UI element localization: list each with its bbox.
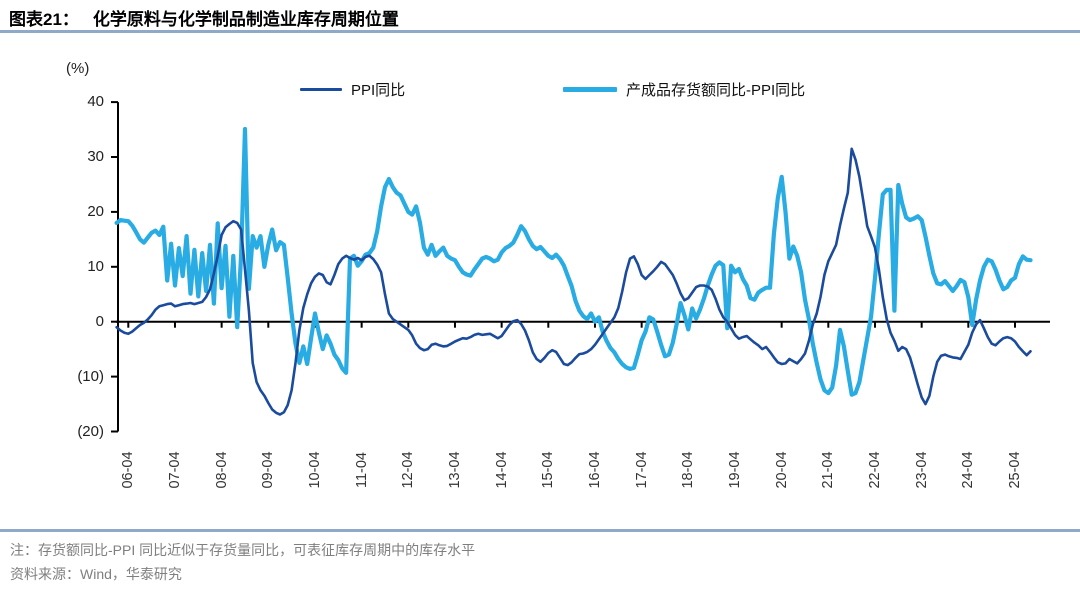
chart-legend: PPI同比 产成品存货额同比-PPI同比 <box>0 79 1080 99</box>
legend-item-inventory: 产成品存货额同比-PPI同比 <box>563 79 805 99</box>
x-tick-label: 08-04 <box>213 451 230 489</box>
y-tick-label: 40 <box>87 93 104 111</box>
y-tick-label: (20) <box>77 422 104 440</box>
x-tick-label: 22-04 <box>866 451 883 489</box>
ppi-line <box>115 147 1032 416</box>
y-tick-label: 30 <box>87 148 104 165</box>
x-tick-label: 24-04 <box>960 451 977 489</box>
legend-label-inventory: 产成品存货额同比-PPI同比 <box>626 81 806 99</box>
y-tick-label: 10 <box>87 257 104 275</box>
legend-label-ppi: PPI同比 <box>351 81 406 99</box>
x-tick-label: 12-04 <box>400 451 417 489</box>
x-tick-label: 16-04 <box>586 451 603 489</box>
x-tick-label: 09-04 <box>260 451 277 489</box>
x-tick-label: 18-04 <box>680 451 697 489</box>
x-tick-label: 14-04 <box>493 451 510 489</box>
x-tick-label: 07-04 <box>166 451 183 489</box>
chart-note: 注：存货额同比-PPI 同比近似于存货量同比，可表征库存周期中的库存水平 <box>10 542 476 558</box>
x-tick-label: 21-04 <box>820 451 837 489</box>
figure-number-label: 图表21： <box>9 10 79 29</box>
y-tick-label: 0 <box>95 312 104 330</box>
x-tick-label: 19-04 <box>726 451 743 489</box>
x-tick-label: 15-04 <box>540 451 557 489</box>
y-axis-unit-label: (%) <box>66 60 90 77</box>
y-tick-label: 20 <box>87 202 104 220</box>
source-note: 资料来源：Wind，华泰研究 <box>10 566 182 582</box>
x-tick-label: 10-04 <box>306 451 323 489</box>
page-title: 化学原料与化学制品制造业库存周期位置 <box>92 10 399 29</box>
y-tick-label: (10) <box>77 367 104 385</box>
ppi-line-swatch <box>300 87 342 91</box>
x-tick-label: 06-04 <box>120 451 137 489</box>
x-tick-label: 23-04 <box>913 451 930 489</box>
x-tick-label: 13-04 <box>446 451 463 489</box>
x-tick-label: 11-04 <box>353 452 370 489</box>
inventory-minus-ppi-line <box>114 126 1033 397</box>
title-divider <box>0 30 1080 33</box>
x-tick-label: 17-04 <box>633 451 650 489</box>
x-tick-label: 20-04 <box>773 451 790 489</box>
legend-item-ppi: PPI同比 <box>300 79 405 99</box>
inventory-line-swatch <box>563 86 617 92</box>
x-tick-label: 25-04 <box>1006 451 1023 489</box>
footer-divider <box>0 529 1080 532</box>
chart-title-row: 图表21： 化学原料与化学制品制造业库存周期位置 <box>9 5 399 30</box>
